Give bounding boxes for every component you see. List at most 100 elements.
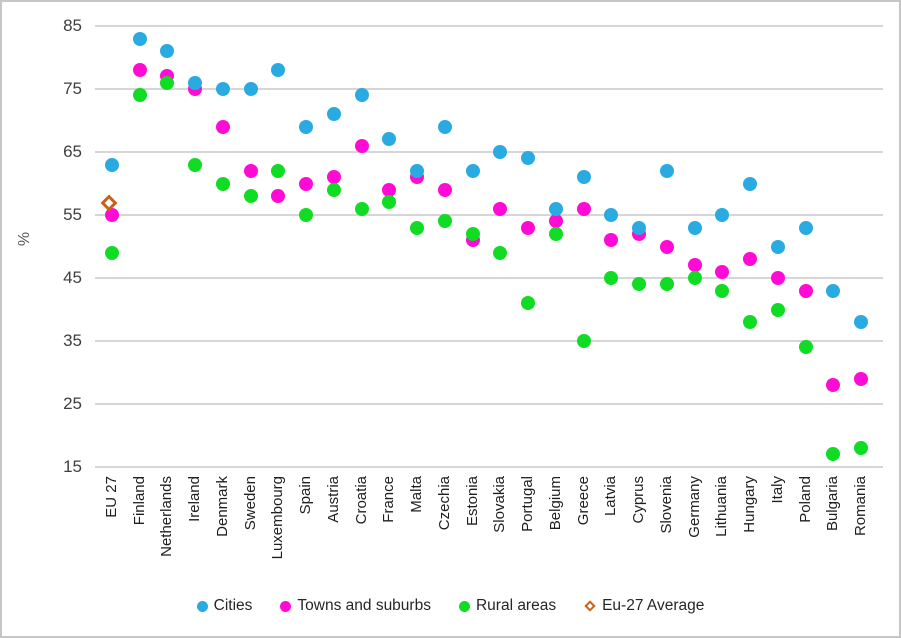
x-axis-label: Germany <box>685 476 703 538</box>
data-point-cities <box>132 31 147 46</box>
data-point-cities <box>687 220 702 235</box>
legend-marker-towns-and-suburbs-icon <box>280 600 292 612</box>
data-point-towns-and-suburbs <box>548 214 563 229</box>
y-tick-label: 15 <box>63 457 82 476</box>
data-point-rural-areas <box>715 283 730 298</box>
data-point-cities <box>632 220 647 235</box>
gridline <box>95 214 883 216</box>
data-point-rural-areas <box>188 157 203 172</box>
data-point-towns-and-suburbs <box>243 163 258 178</box>
legend-item-eu-27-average: Eu-27 Average <box>584 597 704 615</box>
data-point-rural-areas <box>798 340 813 355</box>
gridline <box>95 151 883 153</box>
data-point-cities <box>465 163 480 178</box>
x-axis-label: Latvia <box>602 476 620 517</box>
data-point-rural-areas <box>132 88 147 103</box>
data-point-towns-and-suburbs <box>770 271 785 285</box>
x-axis-label: Slovakia <box>491 476 509 533</box>
x-axis-label: Malta <box>408 476 426 513</box>
data-point-cities <box>521 151 536 166</box>
legend-marker-eu-27-average-icon <box>584 600 596 612</box>
data-point-rural-areas <box>271 163 286 178</box>
x-axis-label: Netherlands <box>158 476 176 557</box>
data-point-cities <box>743 176 758 191</box>
data-point-towns-and-suburbs <box>687 258 702 273</box>
gridline <box>95 25 883 27</box>
x-axis-label: Italy <box>768 476 786 504</box>
y-tick-label: 65 <box>63 142 82 161</box>
y-axis-label: % <box>16 231 33 247</box>
legend-marker-rural-areas-icon <box>458 600 470 612</box>
data-point-towns-and-suburbs <box>493 201 508 216</box>
y-tick-label: 75 <box>63 79 82 98</box>
data-point-cities <box>826 283 841 298</box>
data-point-cities <box>326 107 341 122</box>
x-axis-label: France <box>380 476 398 523</box>
y-tick-label: 85 <box>63 16 82 35</box>
data-point-cities <box>160 44 175 59</box>
data-point-cities <box>354 88 369 103</box>
data-point-rural-areas <box>743 315 758 330</box>
data-point-rural-areas <box>465 226 480 241</box>
legend-item-towns-and-suburbs: Towns and suburbs <box>280 597 431 615</box>
data-point-rural-areas <box>548 226 563 241</box>
data-point-towns-and-suburbs <box>132 63 147 78</box>
x-axis-label: Slovenia <box>657 476 675 534</box>
data-point-cities <box>105 157 119 172</box>
data-point-rural-areas <box>437 214 452 229</box>
gridline <box>95 277 883 279</box>
data-point-rural-areas <box>770 302 785 317</box>
legend-item-cities: Cities <box>196 597 253 615</box>
data-point-rural-areas <box>299 208 314 222</box>
data-point-towns-and-suburbs <box>743 252 758 267</box>
legend-label: Towns and suburbs <box>297 597 431 614</box>
y-tick-label: 55 <box>63 205 82 224</box>
x-axis-label: Croatia <box>352 476 370 525</box>
legend-label: Rural areas <box>475 597 557 614</box>
data-point-rural-areas <box>354 201 369 216</box>
data-point-rural-areas <box>493 245 508 260</box>
data-point-cities <box>548 201 563 216</box>
x-axis-label: Estonia <box>463 476 481 527</box>
data-point-towns-and-suburbs <box>271 189 286 204</box>
x-axis-label: Luxembourg <box>269 476 287 560</box>
data-point-towns-and-suburbs <box>215 119 230 134</box>
y-tick-label: 35 <box>63 331 82 350</box>
data-point-cities <box>715 208 730 222</box>
data-point-cities <box>299 119 314 134</box>
legend-label: Cities <box>213 597 253 614</box>
data-point-cities <box>382 132 397 147</box>
x-axis-label: Ireland <box>186 476 204 522</box>
data-point-cities <box>770 239 785 254</box>
data-point-rural-areas <box>632 277 647 292</box>
data-point-rural-areas <box>521 296 536 311</box>
x-axis-label: Denmark <box>213 476 231 537</box>
data-point-towns-and-suburbs <box>105 208 119 222</box>
data-point-towns-and-suburbs <box>299 176 314 191</box>
gridline <box>95 466 883 468</box>
data-point-towns-and-suburbs <box>659 239 674 254</box>
data-point-rural-areas <box>160 75 175 90</box>
x-axis-label: Romania <box>851 476 869 537</box>
data-point-cities <box>215 82 230 96</box>
data-point-towns-and-suburbs <box>826 378 841 393</box>
x-axis-label: Cyprus <box>630 476 648 524</box>
data-point-cities <box>659 163 674 178</box>
data-point-towns-and-suburbs <box>798 283 813 298</box>
data-point-towns-and-suburbs <box>382 182 397 197</box>
data-point-rural-areas <box>326 182 341 197</box>
data-point-cities <box>437 119 452 134</box>
data-point-cities <box>493 145 508 159</box>
data-point-rural-areas <box>604 271 619 285</box>
x-axis-label: Bulgaria <box>824 476 842 532</box>
data-point-cities <box>188 75 203 90</box>
x-axis-label: Sweden <box>241 476 259 531</box>
x-axis-label: Czechia <box>435 476 453 531</box>
data-point-cities <box>798 220 813 235</box>
x-axis-label: Portugal <box>519 476 537 532</box>
data-point-cities <box>853 315 868 330</box>
data-point-rural-areas <box>853 441 868 456</box>
legend: Cities Towns and suburbs Rural areas Eu-27 … <box>2 597 899 615</box>
data-point-rural-areas <box>243 189 258 204</box>
